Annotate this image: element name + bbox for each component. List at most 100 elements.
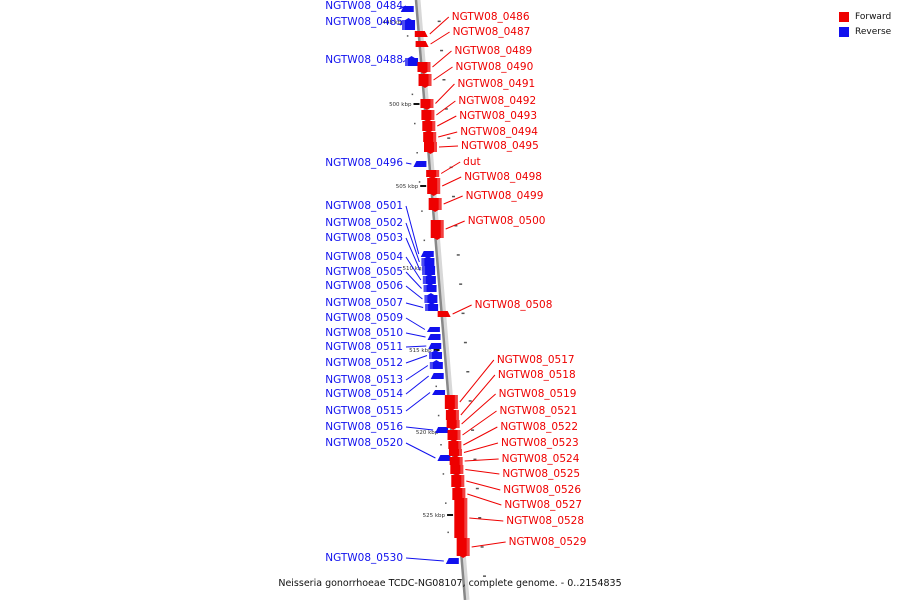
gene-feature-NGTW08_0486[interactable] (414, 31, 428, 37)
gene-feature-NGTW08_0526[interactable] (451, 475, 465, 489)
gene-feature-NGTW08_0515[interactable] (432, 390, 446, 395)
gene-feature-NGTW08_0504[interactable] (422, 274, 436, 284)
gene-label-NGTW08_0526[interactable]: NGTW08_0526 (503, 484, 581, 496)
gene-block (452, 488, 466, 500)
gene-feature-NGTW08_0517[interactable] (444, 395, 458, 411)
gene-label-NGTW08_0511[interactable]: NGTW08_0511 (325, 341, 403, 353)
gene-feature-NGTW08_0506[interactable] (424, 293, 438, 303)
gene-label-NGTW08_0521[interactable]: NGTW08_0521 (500, 405, 578, 417)
gene-feature-NGTW08_0509[interactable] (426, 327, 440, 332)
gene-label-NGTW08_0516[interactable]: NGTW08_0516 (325, 421, 403, 433)
gene-label-NGTW08_0501[interactable]: NGTW08_0501 (325, 200, 403, 212)
gene-label-NGTW08_0492[interactable]: NGTW08_0492 (458, 95, 536, 107)
gene-label-NGTW08_0494[interactable]: NGTW08_0494 (460, 126, 538, 138)
gene-feature-NGTW08_0511[interactable] (428, 343, 442, 349)
gene-feature-NGTW08_0521[interactable] (447, 430, 461, 442)
gene-block (449, 457, 463, 465)
gene-feature-NGTW08_0484[interactable] (400, 6, 414, 12)
gene-label-NGTW08_0504[interactable]: NGTW08_0504 (325, 251, 403, 263)
gene-label-NGTW08_0510[interactable]: NGTW08_0510 (325, 327, 403, 339)
gene-label-NGTW08_0529[interactable]: NGTW08_0529 (509, 536, 587, 548)
gene-feature-NGTW08_0513[interactable] (429, 360, 443, 369)
gene-feature-NGTW08_0488[interactable] (405, 56, 419, 66)
gene-feature-dut[interactable] (426, 170, 440, 179)
gene-label-NGTW08_0513[interactable]: NGTW08_0513 (325, 374, 403, 386)
kbp-label: 500 kbp (389, 102, 412, 108)
gene-label-NGTW08_0495[interactable]: NGTW08_0495 (461, 140, 539, 152)
gene-feature-NGTW08_0490[interactable] (418, 74, 432, 88)
gene-feature-NGTW08_0491[interactable] (420, 99, 434, 110)
gene-label-NGTW08_0493[interactable]: NGTW08_0493 (459, 110, 537, 122)
gene-feature-NGTW08_0485[interactable] (402, 18, 416, 30)
gene-feature-NGTW08_0503[interactable] (422, 264, 436, 275)
gene-feature-NGTW08_0502[interactable] (421, 256, 435, 266)
gene-label-NGTW08_0496[interactable]: NGTW08_0496 (325, 157, 403, 169)
gene-label-NGTW08_0500[interactable]: NGTW08_0500 (468, 215, 546, 227)
gene-label-NGTW08_0515[interactable]: NGTW08_0515 (325, 405, 403, 417)
gene-feature-NGTW08_0520[interactable] (437, 455, 451, 461)
gene-label-NGTW08_0524[interactable]: NGTW08_0524 (502, 453, 580, 465)
gene-feature-NGTW08_0489[interactable] (417, 62, 431, 74)
gene-label-NGTW08_0491[interactable]: NGTW08_0491 (457, 78, 535, 90)
gene-label-NGTW08_0488[interactable]: NGTW08_0488 (325, 54, 403, 66)
gene-label-NGTW08_0506[interactable]: NGTW08_0506 (325, 280, 403, 292)
gene-label-NGTW08_0508[interactable]: NGTW08_0508 (475, 299, 553, 311)
gene-label-NGTW08_0520[interactable]: NGTW08_0520 (325, 437, 403, 449)
gene-label-NGTW08_0514[interactable]: NGTW08_0514 (325, 388, 403, 400)
gene-shade (458, 441, 462, 449)
gene-label-NGTW08_0519[interactable]: NGTW08_0519 (499, 388, 577, 400)
gene-label-NGTW08_0487[interactable]: NGTW08_0487 (453, 26, 531, 38)
gene-feature-NGTW08_0505[interactable] (423, 283, 437, 292)
gene-label-NGTW08_0485[interactable]: NGTW08_0485 (325, 16, 403, 28)
gene-label-dut[interactable]: dut (463, 156, 480, 168)
gene-feature-NGTW08_0499[interactable] (428, 198, 442, 212)
gene-feature-NGTW08_0495[interactable] (424, 142, 438, 154)
gene-feature-NGTW08_0487[interactable] (415, 41, 429, 47)
gene-label-NGTW08_0486[interactable]: NGTW08_0486 (452, 11, 530, 23)
gene-label-NGTW08_0525[interactable]: NGTW08_0525 (502, 468, 580, 480)
gene-label-NGTW08_0484[interactable]: NGTW08_0484 (325, 0, 403, 12)
gene-feature-NGTW08_0507[interactable] (425, 302, 439, 311)
gene-block (427, 334, 441, 340)
gene-arrowhead (422, 264, 436, 268)
gene-label-NGTW08_0503[interactable]: NGTW08_0503 (325, 232, 403, 244)
gene-label-NGTW08_0528[interactable]: NGTW08_0528 (506, 515, 584, 527)
gene-label-NGTW08_0518[interactable]: NGTW08_0518 (498, 369, 576, 381)
gene-feature-NGTW08_0530[interactable] (445, 558, 459, 564)
gene-block (435, 427, 449, 433)
gene-label-NGTW08_0502[interactable]: NGTW08_0502 (325, 217, 403, 229)
gene-feature-NGTW08_0523[interactable] (448, 449, 462, 458)
gene-label-NGTW08_0512[interactable]: NGTW08_0512 (325, 357, 403, 369)
gene-label-NGTW08_0522[interactable]: NGTW08_0522 (500, 421, 578, 433)
gene-label-NGTW08_0527[interactable]: NGTW08_0527 (504, 499, 582, 511)
gene-feature-NGTW08_0512[interactable] (429, 350, 443, 359)
gene-feature-NGTW08_0492[interactable] (421, 110, 435, 122)
gene-label-NGTW08_0507[interactable]: NGTW08_0507 (325, 297, 403, 309)
gene-label-NGTW08_0499[interactable]: NGTW08_0499 (466, 190, 544, 202)
gene-feature-NGTW08_0493[interactable] (422, 121, 436, 133)
gene-label-NGTW08_0498[interactable]: NGTW08_0498 (464, 171, 542, 183)
gene-feature-NGTW08_0496[interactable] (413, 161, 427, 167)
gene-label-NGTW08_0505[interactable]: NGTW08_0505 (325, 266, 403, 278)
gene-feature-NGTW08_0516[interactable] (435, 427, 449, 433)
gene-feature-NGTW08_0514[interactable] (430, 373, 444, 379)
gene-feature-NGTW08_0510[interactable] (427, 334, 441, 340)
gene-label-NGTW08_0517[interactable]: NGTW08_0517 (497, 354, 575, 366)
gene-feature-NGTW08_0528[interactable] (454, 498, 468, 540)
gene-label-NGTW08_0490[interactable]: NGTW08_0490 (456, 61, 534, 73)
gene-label-NGTW08_0509[interactable]: NGTW08_0509 (325, 312, 403, 324)
gene-feature-NGTW08_0500[interactable] (430, 220, 444, 240)
gene-label-NGTW08_0489[interactable]: NGTW08_0489 (454, 45, 532, 57)
gene-arrowhead (423, 283, 437, 287)
gene-feature-NGTW08_0508[interactable] (437, 311, 451, 317)
leader-line (437, 115, 457, 127)
gene-label-NGTW08_0530[interactable]: NGTW08_0530 (325, 552, 403, 564)
gene-feature-NGTW08_0501[interactable] (420, 251, 434, 257)
gene-feature-NGTW08_0519[interactable] (446, 420, 460, 430)
gene-arrowhead (429, 360, 443, 364)
leader-line (436, 100, 456, 116)
gene-feature-NGTW08_0529[interactable] (456, 538, 470, 558)
gene-label-NGTW08_0523[interactable]: NGTW08_0523 (501, 437, 579, 449)
gene-feature-NGTW08_0525[interactable] (450, 465, 464, 476)
gene-feature-NGTW08_0498[interactable] (427, 178, 441, 196)
